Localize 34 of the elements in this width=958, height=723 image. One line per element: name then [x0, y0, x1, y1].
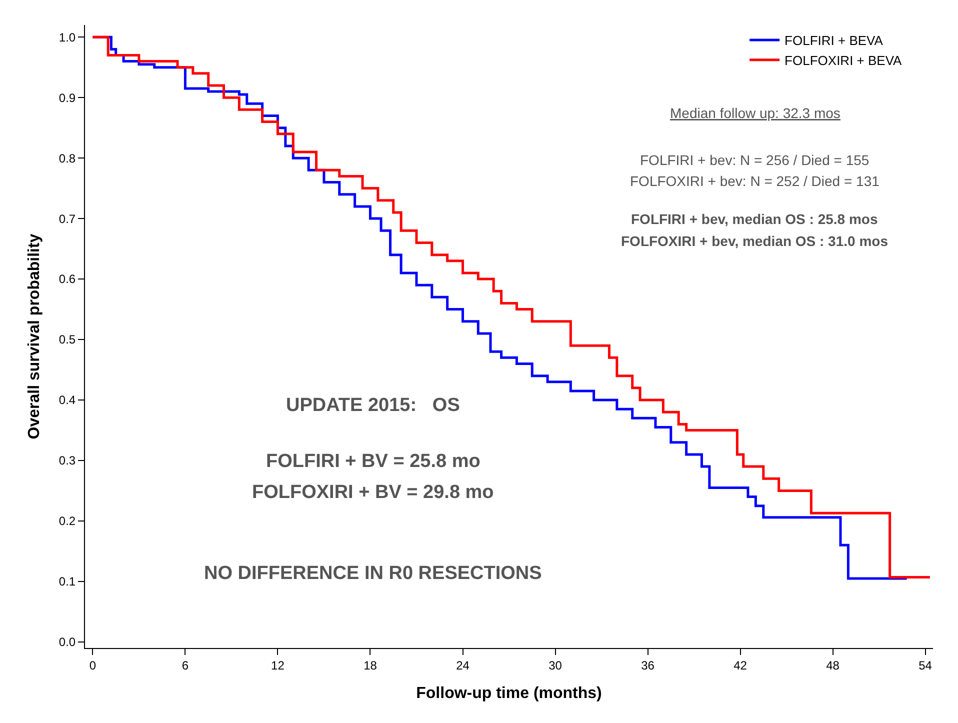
x-tick-label: 0	[89, 658, 96, 672]
y-tick-label: 0.4	[58, 393, 76, 408]
x-tick-label: 6	[182, 658, 189, 672]
annotation: UPDATE 2015: OS	[286, 395, 460, 416]
y-tick-label: 0.6	[58, 272, 76, 286]
x-tick-label: 48	[826, 658, 840, 672]
annotation: FOLFOXIRI + bev, median OS : 31.0 mos	[621, 233, 888, 249]
x-tick-label: 12	[271, 658, 285, 672]
annotation: Median follow up: 32.3 mos	[670, 105, 840, 121]
x-tick-label: 36	[641, 658, 655, 672]
annotation: NO DIFFERENCE IN R0 RESECTIONS	[204, 563, 542, 584]
annotation: FOLFIRI + bev: N = 256 / Died = 155	[640, 152, 870, 168]
y-tick-label: 0.2	[58, 514, 76, 528]
y-tick-label: 0.7	[58, 212, 76, 226]
y-tick-label: 0.3	[58, 454, 76, 468]
x-tick-label: 54	[918, 658, 932, 672]
x-tick-label: 24	[456, 658, 470, 672]
annotation: FOLFOXIRI + BV = 29.8 mo	[252, 482, 494, 503]
annotation: FOLFIRI + BV = 25.8 mo	[266, 451, 480, 472]
x-tick-label: 30	[548, 658, 562, 672]
y-tick-label: 0.1	[58, 574, 76, 589]
y-tick-label: 1.0	[58, 30, 76, 44]
y-tick-label: 0.0	[58, 635, 76, 650]
y-tick-label: 0.8	[58, 151, 76, 166]
y-tick-label: 0.5	[58, 332, 76, 347]
annotation: FOLFOXIRI + bev: N = 252 / Died = 131	[630, 173, 880, 189]
legend-label: FOLFIRI + BEVA	[784, 33, 884, 48]
annotation: FOLFIRI + bev, median OS : 25.8 mos	[631, 211, 878, 227]
y-axis-title: Overall survival probability	[26, 234, 43, 440]
x-tick-label: 18	[364, 658, 378, 672]
y-tick-label: 0.9	[58, 90, 76, 105]
legend-label: FOLFOXIRI + BEVA	[784, 52, 902, 68]
x-axis-title: Follow-up time (months)	[416, 685, 602, 702]
x-tick-label: 42	[734, 658, 748, 672]
